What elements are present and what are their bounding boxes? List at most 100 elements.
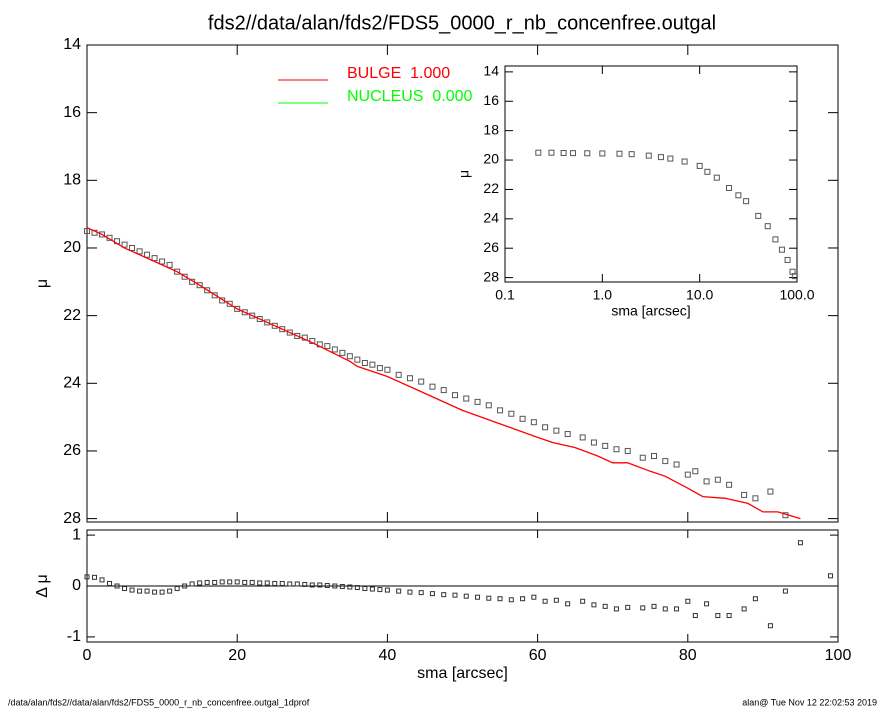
data-point — [535, 149, 542, 156]
data-point — [152, 589, 158, 595]
y-tick-label: 22 — [483, 180, 499, 196]
data-point — [564, 431, 571, 438]
y-tick-label: 20 — [483, 151, 499, 167]
data-point — [418, 590, 424, 596]
data-point — [369, 586, 375, 592]
data-point — [151, 255, 158, 262]
data-point — [406, 375, 413, 382]
y-tick-label: 28 — [483, 268, 499, 284]
data-point — [376, 365, 383, 372]
y-tick-label: 22 — [63, 307, 81, 324]
data-point — [602, 442, 609, 449]
data-point — [772, 236, 779, 243]
data-point — [713, 174, 720, 181]
data-point — [271, 322, 278, 329]
data-point — [651, 453, 658, 460]
data-point — [264, 580, 270, 586]
data-point — [570, 150, 577, 157]
data-point — [584, 150, 591, 157]
legend-label: BULGE 1.000 — [347, 65, 450, 82]
data-point — [384, 366, 391, 373]
y-tick-label: 1 — [72, 526, 81, 543]
data-point — [92, 574, 98, 580]
data-point — [674, 606, 680, 612]
data-point — [602, 603, 608, 609]
data-point — [519, 415, 526, 422]
y-axis-label: μ — [456, 170, 472, 178]
y-tick-label: 24 — [483, 210, 499, 226]
data-point — [129, 587, 135, 593]
data-point — [542, 424, 549, 431]
data-point — [725, 184, 732, 191]
y-tick-label: 24 — [63, 375, 81, 392]
data-point — [673, 461, 680, 468]
data-point — [159, 258, 166, 265]
model-line — [86, 227, 801, 520]
x-axis-label: sma [arcsec] — [417, 665, 508, 682]
data-point — [122, 586, 128, 592]
data-point — [613, 446, 620, 453]
x-tick-label: 0.1 — [495, 287, 515, 303]
data-point — [166, 261, 173, 268]
data-point — [174, 268, 181, 275]
inset-background — [505, 66, 797, 282]
data-point — [294, 332, 301, 339]
data-point — [508, 597, 514, 603]
data-point — [121, 241, 128, 248]
data-point — [625, 604, 631, 610]
data-point — [451, 392, 458, 399]
plot-frame — [504, 65, 798, 283]
data-point — [99, 577, 105, 583]
data-point — [226, 300, 233, 307]
data-point — [475, 594, 481, 600]
data-point — [137, 588, 143, 594]
data-point — [332, 583, 338, 589]
data-point — [639, 454, 646, 461]
data-point — [377, 587, 383, 593]
data-point — [317, 582, 323, 588]
data-point — [407, 589, 413, 595]
data-point — [474, 398, 481, 405]
y-tick-label: 18 — [63, 172, 81, 189]
y-tick-label: 18 — [483, 121, 499, 137]
data-point — [715, 613, 721, 619]
data-point — [726, 481, 733, 488]
data-point — [797, 540, 803, 546]
data-point — [580, 598, 586, 604]
data-point — [616, 150, 623, 157]
data-point — [613, 606, 619, 612]
data-point — [204, 287, 211, 294]
data-point — [234, 305, 241, 312]
y-tick-label: 26 — [483, 239, 499, 255]
y-tick-label: 14 — [63, 36, 81, 53]
data-point — [354, 356, 361, 363]
data-point — [752, 495, 759, 502]
data-point — [384, 587, 390, 593]
footer-left: /data/alan/fds2//data/alan/fds2/FDS5_000… — [8, 697, 310, 707]
x-tick-label: 100.0 — [779, 287, 814, 303]
chart-title: fds2//data/alan/fds2/FDS5_0000_r_nb_conc… — [208, 12, 716, 34]
data-point — [463, 593, 469, 599]
data-point — [324, 582, 330, 588]
data-point — [286, 329, 293, 336]
data-point — [628, 151, 635, 158]
data-point — [624, 447, 631, 454]
data-point — [486, 595, 492, 601]
data-point — [242, 579, 248, 585]
data-point — [782, 588, 788, 594]
x-axis-label: sma [arcsec] — [611, 303, 690, 319]
data-point — [440, 387, 447, 394]
data-point — [791, 273, 798, 280]
y-tick-label: 16 — [483, 92, 499, 108]
data-point — [553, 427, 560, 434]
data-point — [197, 580, 203, 586]
data-point — [755, 212, 762, 219]
plot-frame — [86, 44, 839, 523]
data-point — [249, 312, 256, 319]
data-point — [531, 594, 537, 600]
data-point — [309, 582, 315, 588]
data-point — [99, 231, 106, 238]
data-point — [696, 162, 703, 169]
data-point — [279, 326, 286, 333]
